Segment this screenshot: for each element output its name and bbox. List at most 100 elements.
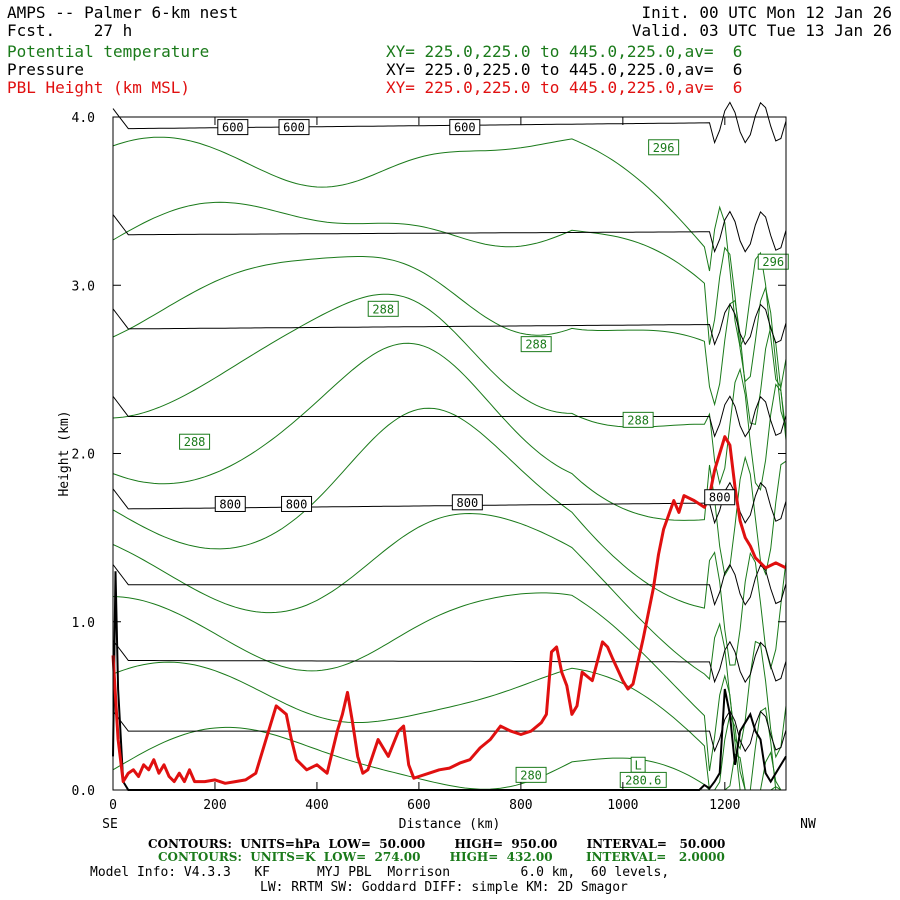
theta-label-3: 288 [520, 336, 552, 353]
pressure-contour-700 [112, 303, 787, 346]
forecast-hours: 27 h [93, 21, 133, 40]
theta-contour-292 [112, 293, 787, 492]
theta-label-8-box [619, 771, 667, 788]
legend-pbl-xy: XY= 225.0,225.0 to 445.0,225.0,av= 6 [386, 78, 743, 97]
pressure-contours [112, 101, 787, 753]
pbl-height-line [111, 435, 787, 785]
theta-contour-280 [112, 726, 786, 791]
theta-label-6-text: 280 [520, 768, 542, 782]
theta-label-2: 288 [367, 300, 399, 317]
y-tick-label-1: 1.0 [72, 616, 95, 631]
pressure-label-3-text: 800 [219, 497, 241, 511]
x-tick-label-6: 1200 [709, 798, 740, 813]
pressure-label-3-box [214, 495, 246, 512]
chart-title: AMPS -- Palmer 6-km nest [7, 3, 239, 22]
theta-contour-290 [112, 342, 787, 577]
pressure-label-4-box [281, 495, 313, 512]
pressure-label-1-box [278, 119, 310, 136]
theta-label-1: 296 [757, 253, 789, 270]
x-tick-label-0: 0 [109, 798, 117, 813]
init-time: Init. 00 UTC Mon 12 Jan 26 [641, 3, 892, 22]
theta-label-5: 288 [179, 433, 211, 450]
pressure-contour-950 [112, 709, 787, 753]
pressure-label-4: 800 [281, 495, 313, 512]
x-tick-label-4: 800 [509, 798, 532, 813]
terrain-path [112, 571, 787, 791]
plot-frame [112, 116, 787, 791]
footer-model-info: Model Info: V4.3.3 KF MYJ PBL Morrison 6… [90, 865, 670, 880]
pressure-label-1: 600 [278, 119, 310, 136]
valid-time: Valid. 03 UTC Tue 13 Jan 26 [631, 21, 892, 40]
right-end-label: NW [800, 817, 816, 832]
theta-contour-296 [112, 201, 787, 428]
footer-theta-contours: CONTOURS: UNITS=K LOW= 274.00 HIGH= 432.… [158, 850, 725, 864]
pressure-label-6: 800 [704, 489, 736, 506]
theta-contours [112, 136, 787, 791]
theta-label-2-text: 288 [372, 302, 394, 316]
theta-label-4-text: 288 [627, 413, 649, 427]
axis-ticks: 0.0 1.0 2.0 3.0 4.0 0 200 400 600 800 1000 1200 [72, 111, 786, 813]
theta-label-3-box [520, 336, 552, 353]
pressure-contour-750 [112, 395, 787, 438]
theta-label-5-box [179, 433, 211, 450]
theta-label-2-box [367, 300, 399, 317]
pressure-contour-800 [112, 481, 787, 525]
y-tick-label-2: 2.0 [72, 448, 95, 463]
y-tick-label-0: 0.0 [72, 784, 95, 799]
y-tick-label-4: 4.0 [72, 111, 95, 126]
theta-label-6: 280 [515, 766, 547, 783]
legend-pressure-xy: XY= 225.0,225.0 to 445.0,225.0,av= 6 [386, 60, 743, 79]
x-axis-label: Distance (km) [399, 817, 501, 832]
legend-theta-xy: XY= 225.0,225.0 to 445.0,225.0,av= 6 [386, 42, 743, 61]
forecast-label-text: Fcst. [7, 21, 56, 40]
theta-label-6-box [515, 766, 547, 783]
theta-label-7: L [630, 756, 646, 773]
x-tick-label-2: 400 [305, 798, 328, 813]
terrain-line [112, 571, 787, 791]
theta-contour-294 [112, 256, 787, 441]
contour-labels: 600 600 600 800 800 800 800 296 296 288 288 288 288 2… [179, 119, 789, 788]
pressure-label-0-text: 600 [222, 121, 244, 135]
theta-label-0: 296 [648, 139, 680, 156]
pressure-label-2-box [449, 119, 481, 136]
theta-label-1-text: 296 [762, 255, 784, 269]
y-axis-label: Height (km) [57, 410, 72, 496]
pressure-label-0-box [217, 119, 249, 136]
theta-label-3-text: 288 [525, 338, 547, 352]
pressure-label-6-text: 800 [709, 491, 731, 505]
theta-label-8: 280.6 [619, 771, 667, 788]
pbl-height-path [111, 435, 787, 785]
theta-contour-282 [112, 661, 786, 791]
theta-label-4-box [622, 411, 654, 428]
pressure-contour-850 [112, 563, 787, 607]
x-tick-label-5: 1000 [607, 798, 638, 813]
pressure-label-1-text: 600 [283, 121, 305, 135]
pressure-label-5-box [451, 494, 483, 511]
theta-label-0-box [648, 139, 680, 156]
y-tick-label-3: 3.0 [72, 279, 95, 294]
theta-label-8-text: 280.6 [625, 773, 661, 787]
theta-label-1-box [757, 253, 789, 270]
theta-label-7-text: L [635, 758, 642, 772]
theta-label-0-text: 296 [653, 141, 675, 155]
footer-pressure-contours: CONTOURS: UNITS=hPa LOW= 50.000 HIGH= 95… [148, 837, 726, 851]
pressure-contour-650 [112, 210, 787, 254]
left-end-label: SE [102, 817, 118, 832]
pressure-label-6-box [704, 489, 736, 506]
pressure-label-5-text: 800 [457, 496, 479, 510]
pressure-label-0: 600 [217, 119, 249, 136]
theta-contour-288 [112, 407, 787, 670]
theta-contour-298 [112, 136, 787, 389]
legend-pbl-name: PBL Height (km MSL) [7, 78, 191, 97]
theta-contour-286 [112, 512, 787, 759]
pressure-label-4-text: 800 [286, 497, 308, 511]
pressure-label-3: 800 [214, 495, 246, 512]
forecast-label: Fcst. 27 h [7, 22, 132, 40]
x-tick-label-3: 600 [407, 798, 430, 813]
footer-physics-info: LW: RRTM SW: Goddard DIFF: simple KM: 2D… [260, 880, 628, 895]
theta-label-5-text: 288 [184, 435, 206, 449]
pressure-label-5: 800 [451, 494, 483, 511]
pressure-label-2-text: 600 [454, 121, 476, 135]
pressure-contour-900 [112, 639, 787, 684]
